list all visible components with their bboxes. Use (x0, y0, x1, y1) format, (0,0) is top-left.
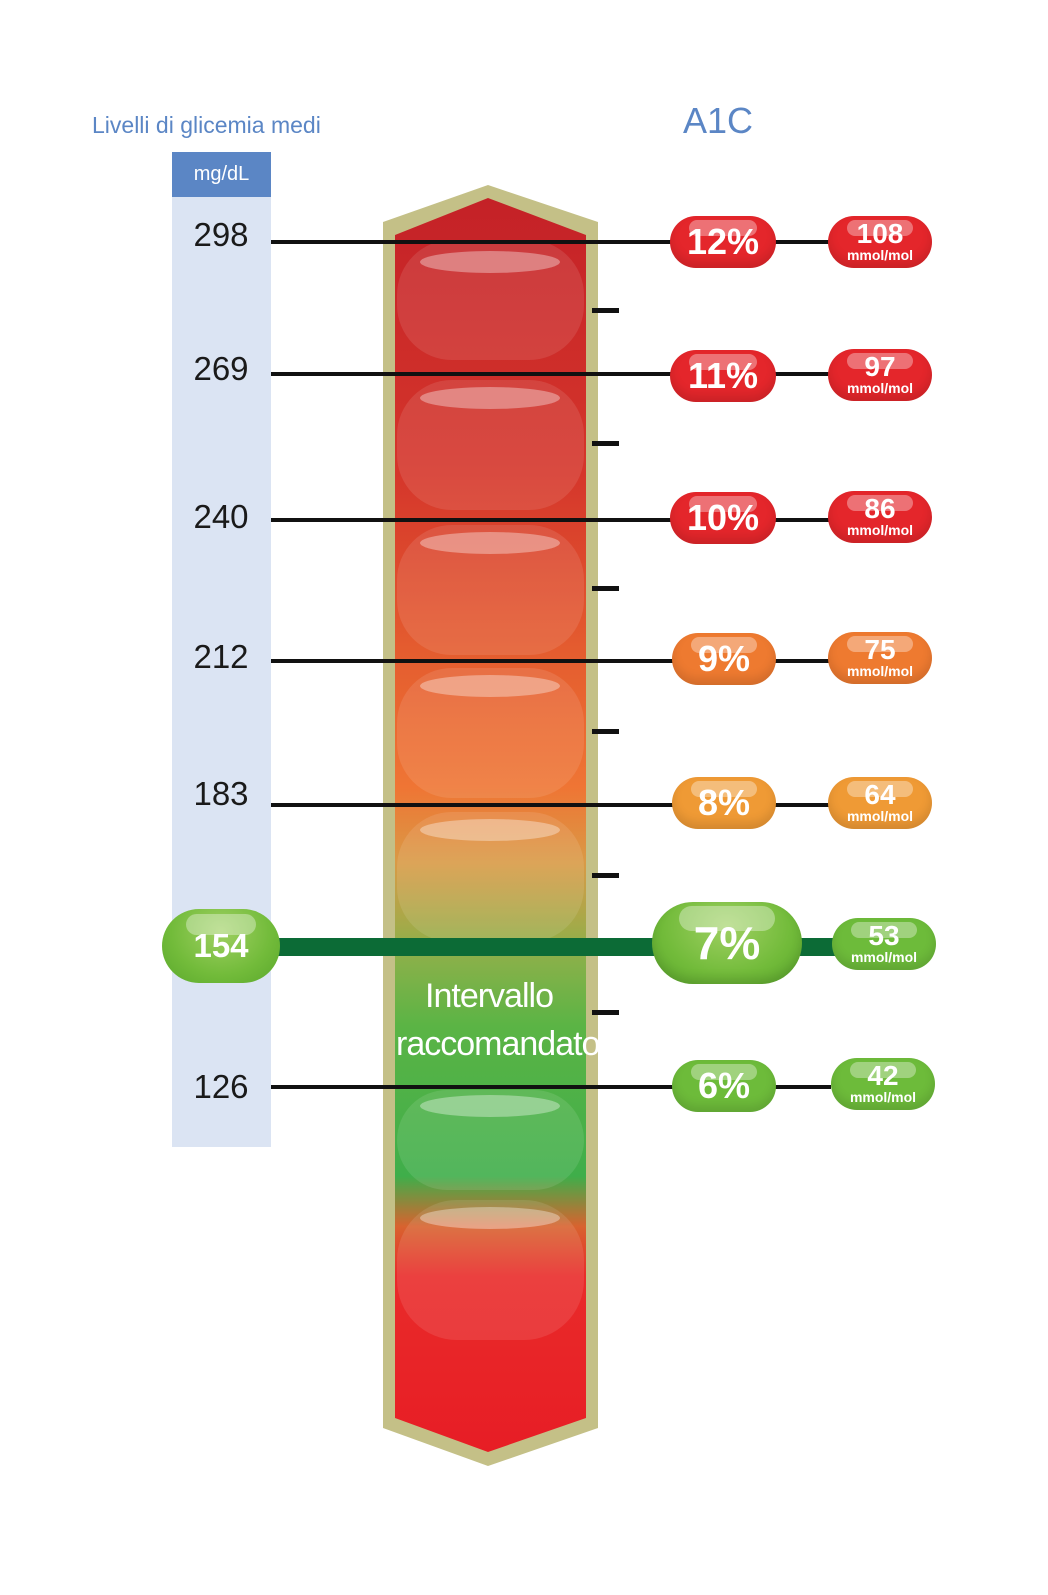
target-mg-badge: 154 (162, 909, 280, 983)
mmol-badge: 53 mmol/mol (832, 918, 936, 970)
unit-header: mg/dL (172, 152, 271, 197)
mmol-unit: mmol/mol (850, 949, 918, 965)
mmol-unit: mmol/mol (846, 380, 914, 396)
mmol-badge: 64 mmol/mol (828, 777, 932, 829)
row-line (271, 240, 831, 244)
mmol-value: 53 (868, 920, 900, 951)
mmol-value: 75 (864, 634, 896, 665)
recommended-range-label: Intervallo raccomandato (396, 977, 600, 1063)
a1c-percent-badge: 11% (670, 350, 776, 402)
mg-value: 269 (193, 350, 249, 387)
mmol-value: 42 (867, 1060, 899, 1091)
a1c-percent-badge: 12% (670, 216, 776, 268)
mmol-badge: 42 mmol/mol (831, 1058, 935, 1110)
row-line (271, 372, 831, 376)
mmol-unit: mmol/mol (846, 808, 914, 824)
row-line (271, 518, 831, 522)
a1c-percent-badge: 10% (670, 492, 776, 544)
mmol-value: 86 (864, 493, 896, 524)
mmol-unit: mmol/mol (849, 1089, 917, 1105)
mmol-badge: 75 mmol/mol (828, 632, 932, 684)
scale-tick (592, 729, 619, 734)
scale-arrow-fill (395, 198, 586, 1452)
scale-tick (592, 441, 619, 446)
row-line (271, 659, 831, 663)
mmol-unit: mmol/mol (846, 247, 914, 263)
row-line (271, 803, 831, 807)
glycemia-title: Livelli di glicemia medi (92, 112, 321, 138)
a1c-percent-badge: 8% (672, 777, 776, 829)
scale-tick (592, 1010, 619, 1015)
mmol-value: 108 (856, 218, 904, 249)
mg-value: 298 (193, 216, 249, 253)
scale-gloss-segments (397, 240, 584, 1340)
a1c-title: A1C (683, 100, 754, 141)
a1c-percent-badge: 9% (672, 633, 776, 685)
scale-tick (592, 308, 619, 313)
row-line (271, 1085, 831, 1089)
mg-column (172, 197, 271, 1147)
mmol-badge: 86 mmol/mol (828, 491, 932, 543)
scale-tick (592, 873, 619, 878)
mmol-unit: mmol/mol (846, 663, 914, 679)
mg-value: 240 (193, 498, 249, 535)
mmol-badge: 97 mmol/mol (828, 349, 932, 401)
scale-tick (592, 586, 619, 591)
mmol-value: 97 (864, 351, 896, 382)
mmol-value: 64 (864, 779, 896, 810)
mmol-badge: 108 mmol/mol (828, 216, 932, 268)
a1c-percent-badge-target: 7% (652, 902, 802, 984)
mg-value: 212 (193, 638, 249, 675)
a1c-percent-badge: 6% (672, 1060, 776, 1112)
mmol-unit: mmol/mol (846, 522, 914, 538)
mg-value: 126 (193, 1068, 249, 1105)
mg-value: 183 (193, 775, 249, 812)
